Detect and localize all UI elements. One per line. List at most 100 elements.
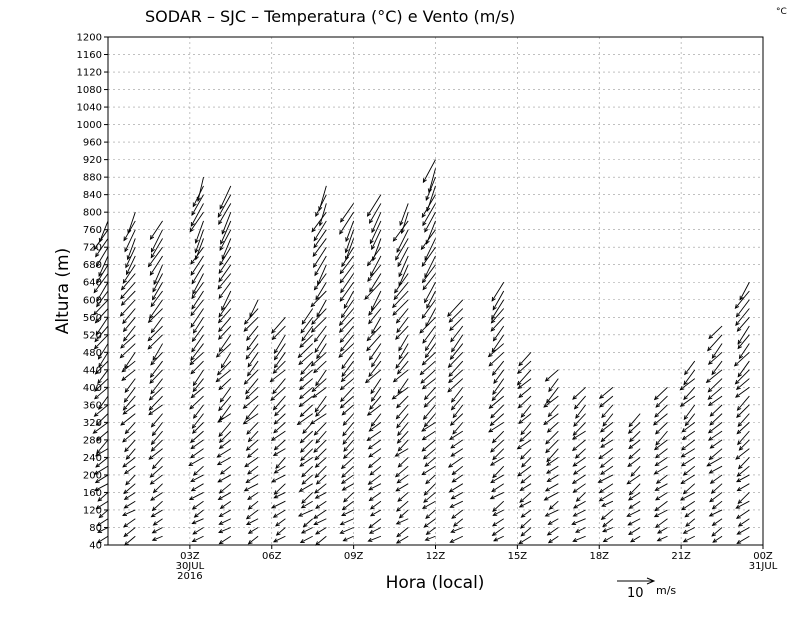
- wind-vector-head: [492, 473, 497, 479]
- wind-vector: [300, 527, 313, 534]
- wind-vector: [150, 509, 163, 518]
- wind-vector: [149, 360, 163, 378]
- wind-vector: [189, 448, 204, 459]
- wind-vector-shaft: [545, 369, 559, 382]
- wind-vector-head: [372, 256, 377, 262]
- wind-vector-shaft: [368, 474, 382, 485]
- wind-vector-shaft: [547, 422, 559, 433]
- wind-vector: [152, 483, 163, 494]
- wind-vector: [655, 492, 668, 501]
- wind-vector: [395, 483, 409, 492]
- wind-vector: [301, 308, 314, 325]
- wind-vector-shaft: [396, 527, 409, 537]
- wind-vector-shaft: [628, 413, 641, 427]
- wind-vector-shaft: [300, 360, 314, 375]
- wind-vector: [396, 360, 409, 375]
- wind-vector-head: [247, 437, 253, 443]
- wind-vector: [735, 299, 750, 318]
- wind-vector-shaft: [190, 474, 204, 482]
- wind-vector-head: [218, 529, 224, 534]
- wind-vector: [421, 246, 436, 267]
- wind-vector: [217, 325, 232, 340]
- wind-vector-shaft: [547, 527, 559, 536]
- wind-vector-head: [149, 480, 155, 485]
- wind-vector: [708, 509, 723, 517]
- wind-vector-head: [421, 213, 426, 219]
- wind-vector: [271, 325, 286, 341]
- wind-vector: [517, 360, 532, 375]
- wind-vector: [491, 360, 505, 376]
- wind-vector-shaft: [126, 255, 136, 275]
- wind-vector-shaft: [122, 308, 136, 324]
- wind-vector-head: [421, 278, 427, 284]
- wind-vector-head: [423, 491, 429, 496]
- wind-vector-shaft: [121, 360, 136, 373]
- wind-vector: [398, 509, 409, 519]
- wind-vector-shaft: [422, 159, 436, 183]
- wind-vector-head: [301, 499, 306, 504]
- wind-vector-shaft: [190, 299, 204, 316]
- wind-vector-head: [341, 512, 346, 517]
- wind-vector: [736, 465, 750, 477]
- wind-vector-shaft: [339, 264, 354, 284]
- wind-vector: [123, 518, 136, 528]
- wind-vector: [707, 351, 723, 365]
- wind-vector: [492, 518, 504, 527]
- x-tick-label: 21Z: [671, 551, 691, 562]
- wind-vector-shaft: [451, 509, 464, 519]
- wind-vector-head: [737, 422, 743, 427]
- wind-vector: [546, 465, 559, 474]
- wind-vector-head: [272, 405, 278, 411]
- wind-vector-shaft: [314, 255, 327, 276]
- wind-vector-shaft: [736, 404, 750, 418]
- wind-vector-shaft: [600, 465, 614, 475]
- wind-vector: [218, 509, 232, 518]
- wind-vector: [123, 220, 136, 242]
- wind-vector-shaft: [343, 439, 354, 452]
- wind-vector: [218, 203, 232, 226]
- wind-vector: [194, 238, 204, 261]
- wind-vector-shaft: [709, 492, 723, 503]
- wind-vector-head: [316, 312, 321, 318]
- wind-vector-head: [300, 529, 306, 534]
- wind-vector-head: [190, 270, 195, 276]
- wind-vector: [491, 430, 505, 444]
- wind-vector: [520, 422, 532, 436]
- wind-vector-head: [421, 470, 427, 476]
- wind-vector-head: [369, 512, 375, 517]
- wind-vector-head: [196, 196, 201, 202]
- wind-vector-head: [193, 513, 199, 518]
- wind-vector: [123, 465, 136, 475]
- wind-vector: [191, 290, 204, 310]
- wind-vector-shaft: [150, 492, 163, 501]
- wind-vector-shaft: [341, 299, 354, 318]
- wind-vector: [735, 308, 750, 326]
- wind-vector-shaft: [122, 430, 136, 443]
- wind-vector: [600, 465, 614, 475]
- wind-vector-head: [273, 420, 279, 425]
- wind-vector-shaft: [573, 413, 586, 427]
- wind-vector-shaft: [193, 317, 204, 334]
- wind-vector-shaft: [490, 492, 504, 500]
- wind-vector-head: [707, 395, 713, 400]
- wind-vector-head: [737, 372, 742, 378]
- wind-vector-shaft: [219, 509, 232, 517]
- wind-vector-shaft: [657, 527, 668, 534]
- wind-vector-head: [194, 248, 199, 254]
- wind-vector: [518, 535, 532, 545]
- wind-vector-head: [340, 313, 346, 319]
- wind-vector-head: [627, 496, 633, 501]
- wind-vector-shaft: [150, 220, 163, 240]
- wind-vector: [419, 360, 436, 376]
- wind-vector-shaft: [197, 177, 204, 202]
- wind-vector-shaft: [243, 316, 259, 332]
- wind-vector-head: [150, 253, 155, 259]
- wind-vector-shaft: [364, 281, 382, 300]
- wind-vector: [311, 308, 327, 325]
- wind-vector-shaft: [448, 457, 464, 468]
- wind-vector: [448, 483, 464, 493]
- wind-vector-shaft: [395, 483, 409, 492]
- wind-vector: [601, 500, 614, 507]
- wind-vector-head: [215, 377, 221, 383]
- wind-vector: [736, 404, 750, 418]
